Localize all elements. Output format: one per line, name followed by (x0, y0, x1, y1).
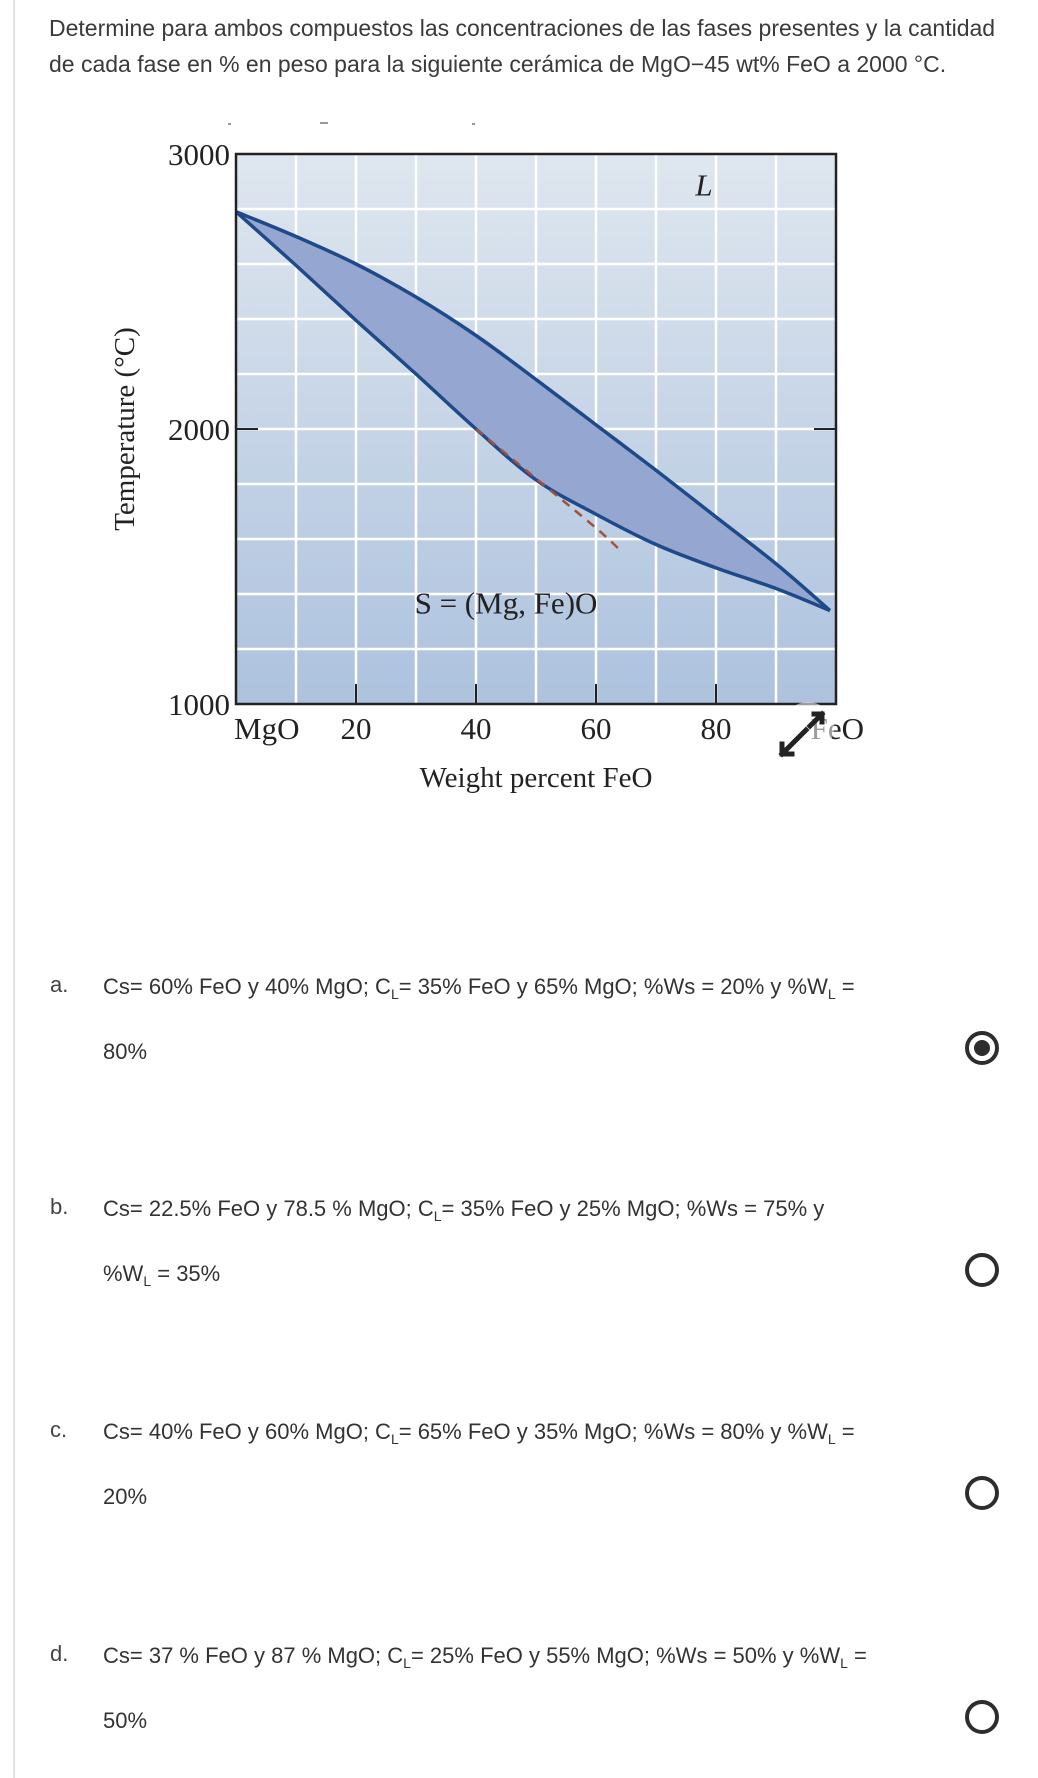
series-layer (234, 210, 832, 613)
y-axis-label: Temperature (°C) (109, 327, 141, 531)
subscript: L (827, 1431, 836, 1447)
series-solidus (234, 210, 831, 613)
text-segment: = (847, 1643, 867, 1668)
y-tick-label: 1000 (168, 687, 230, 722)
series-dashed-boundary (475, 428, 621, 551)
text-segment: = 35% FeO y 25% MgO; %Ws = 75% y (441, 1196, 825, 1221)
subscript: L (433, 1208, 442, 1224)
subscript: L (840, 1655, 848, 1671)
annotation-label: L (694, 167, 712, 202)
text-segment: %W (103, 1261, 144, 1286)
option-text-line: Cs= 60% FeO y 40% MgO; CL= 35% FeO y 65%… (103, 958, 933, 1023)
text-segment: = 35% (151, 1261, 221, 1286)
x-tick-label: 20 (341, 711, 372, 746)
radio-button[interactable] (965, 1700, 999, 1734)
radio-button[interactable] (965, 1253, 999, 1287)
text-segment: = (835, 1419, 855, 1444)
text-segment: Cs= 60% FeO y 40% MgO; C (103, 974, 391, 999)
option-text: Cs= 37 % FeO y 87 % MgO; CL= 25% FeO y 5… (103, 1627, 933, 1750)
option-text: Cs= 60% FeO y 40% MgO; CL= 35% FeO y 65%… (103, 958, 933, 1081)
stray-mark (320, 122, 328, 124)
option-text: Cs= 22.5% FeO y 78.5 % MgO; CL= 35% FeO … (103, 1180, 933, 1310)
text-segment: = 65% FeO y 35% MgO; %Ws = 80% y %W (398, 1419, 828, 1444)
option-text-line: 50% (103, 1692, 933, 1750)
x-tick-label: MgO (234, 711, 299, 746)
option-text-line: Cs= 37 % FeO y 87 % MgO; CL= 25% FeO y 5… (103, 1627, 933, 1692)
option-letter: b. (50, 1194, 69, 1219)
left-border (13, 0, 15, 1778)
tick-marks (236, 428, 836, 704)
stray-mark (228, 123, 231, 125)
option-letter: c. (50, 1417, 68, 1442)
y-tick-labels: 1000 2000 3000 (168, 137, 230, 722)
expand-arrows-icon[interactable] (778, 702, 834, 758)
text-segment: = 35% FeO y 65% MgO; %Ws = 20% y %W (398, 974, 828, 999)
x-tick-labels: MgO 20 40 60 80 FeO (234, 711, 864, 746)
option-text: Cs= 40% FeO y 60% MgO; CL= 65% FeO y 35%… (103, 1403, 933, 1526)
subscript: L (390, 1431, 399, 1447)
subscript: L (390, 986, 399, 1002)
text-segment: 80% (103, 1039, 148, 1064)
y-tick-label: 3000 (168, 137, 230, 172)
annotations: L S = (Mg, Fe)O (415, 167, 713, 620)
text-segment: Cs= 40% FeO y 60% MgO; C (103, 1419, 391, 1444)
option-text-line: %WL = 35% (103, 1245, 933, 1310)
radio-button[interactable] (965, 1476, 999, 1510)
x-tick-label: 40 (461, 711, 492, 746)
annotation-label: S = (Mg, Fe)O (415, 585, 598, 620)
subscript: L (403, 1655, 411, 1671)
series-liquidus (235, 210, 832, 612)
text-segment: 50% (103, 1708, 148, 1733)
text-segment: Cs= 37 % FeO y 87 % MgO; C (103, 1643, 404, 1668)
text-segment: Cs= 22.5% FeO y 78.5 % MgO; C (103, 1196, 434, 1221)
option-letter: a. (50, 972, 69, 997)
x-tick-label: 60 (581, 711, 612, 746)
x-tick-label: 80 (701, 711, 732, 746)
question-text: Determine para ambos compuestos las conc… (49, 15, 996, 77)
option-text-line: 20% (103, 1468, 933, 1526)
text-segment: 20% (103, 1484, 148, 1509)
stray-mark (472, 123, 475, 125)
two-phase-region (236, 211, 830, 611)
text-segment: = (835, 974, 855, 999)
x-axis-label: Weight percent FeO (420, 762, 653, 794)
subscript: L (143, 1273, 152, 1289)
y-tick-label: 2000 (168, 412, 230, 447)
option-text-line: Cs= 40% FeO y 60% MgO; CL= 65% FeO y 35%… (103, 1403, 933, 1468)
option-text-line: 80% (103, 1023, 933, 1081)
radio-button-checked[interactable] (965, 1031, 999, 1065)
subscript: L (827, 986, 836, 1002)
option-letter: d. (50, 1641, 69, 1666)
option-text-line: Cs= 22.5% FeO y 78.5 % MgO; CL= 35% FeO … (103, 1180, 933, 1245)
text-segment: = 25% FeO y 55% MgO; %Ws = 50% y %W (410, 1643, 841, 1668)
